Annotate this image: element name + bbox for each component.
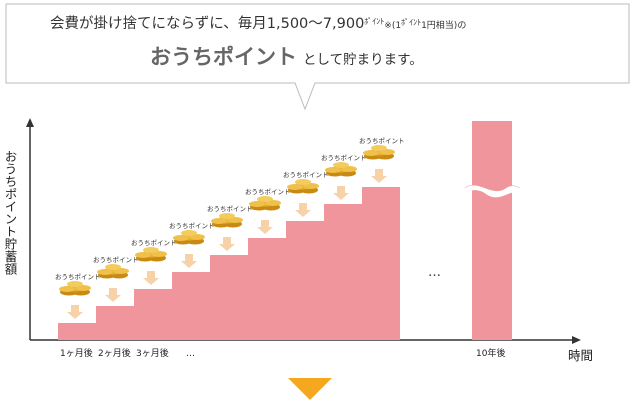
- coin-group: おうちポイント: [131, 239, 177, 285]
- brand-name: おうちポイント: [150, 45, 297, 69]
- coin-icon: [67, 281, 83, 287]
- coin-icon: [287, 184, 303, 190]
- coin-icon: [333, 162, 349, 168]
- x-tick-label: …: [186, 349, 195, 359]
- axis-break-mark: [465, 185, 520, 198]
- small-down-arrow-icon: [333, 186, 349, 200]
- coin-icon: [135, 252, 151, 258]
- down-arrow-icon: [288, 378, 332, 400]
- coins: おうちポイントおうちポイントおうちポイントおうちポイントおうちポイントおうちポイ…: [55, 137, 405, 319]
- callout-note-unit: ﾎﾟｲﾝﾄ: [401, 18, 421, 27]
- x-axis-label: 時間: [568, 348, 593, 363]
- y-axis-arrowhead: [26, 118, 34, 127]
- small-down-arrow-icon: [371, 169, 387, 183]
- x-tick-label: 2ヶ月後: [98, 347, 131, 359]
- coin-group: おうちポイント: [359, 137, 405, 183]
- final-bar-group: [464, 121, 521, 340]
- axis-break-edge-top: [464, 184, 521, 192]
- coin-label: おうちポイント: [321, 154, 367, 162]
- coin-label: おうちポイント: [131, 239, 177, 247]
- coin-icon: [105, 264, 121, 270]
- coin-label: おうちポイント: [245, 188, 291, 196]
- coin-icon: [143, 247, 159, 253]
- coin-group: おうちポイント: [245, 188, 291, 234]
- coin-icon: [325, 167, 341, 173]
- y-axis-label: おうちポイント貯蓄額: [3, 150, 18, 276]
- final-bar: [472, 121, 512, 340]
- callout-line2-suffix: として貯まります。: [303, 52, 423, 68]
- bar-step: [134, 289, 172, 340]
- coin-group: おうちポイント: [169, 222, 215, 268]
- small-down-arrow-icon: [67, 305, 83, 319]
- small-down-arrow-icon: [143, 271, 159, 285]
- coin-label: おうちポイント: [169, 222, 215, 230]
- coin-label: おうちポイント: [359, 137, 405, 145]
- callout-line2: おうちポイント として貯まります。: [150, 45, 423, 69]
- small-down-arrow-icon: [219, 237, 235, 251]
- coin-icon: [257, 196, 273, 202]
- coin-icon: [295, 179, 311, 185]
- x-tick-final: 10年後: [476, 347, 505, 359]
- callout-note: ※(1: [384, 21, 401, 31]
- callout-note-suffix: 1円相当)の: [421, 19, 466, 31]
- coin-group: おうちポイント: [283, 171, 329, 217]
- coin-group: おうちポイント: [55, 273, 101, 319]
- coin-label: おうちポイント: [55, 273, 101, 281]
- bar-step: [324, 204, 362, 340]
- coin-label: おうちポイント: [93, 256, 139, 264]
- x-tick-labels: 1ヶ月後 2ヶ月後 3ヶ月後 …: [60, 347, 195, 359]
- coin-icon: [249, 201, 265, 207]
- bar-step: [58, 323, 96, 340]
- coin-label: おうちポイント: [283, 171, 329, 179]
- small-down-arrow-icon: [295, 203, 311, 217]
- coin-group: おうちポイント: [321, 154, 367, 200]
- coin-label: おうちポイント: [207, 205, 253, 213]
- x-axis-arrowhead: [572, 336, 581, 344]
- callout-point-unit: ﾎﾟｲﾝﾄ: [364, 17, 384, 26]
- bar-step: [286, 221, 324, 340]
- coin-group: おうちポイント: [207, 205, 253, 251]
- x-tick-label: 1ヶ月後: [60, 347, 93, 359]
- bar-step: [248, 238, 286, 340]
- bar-step: [362, 187, 400, 340]
- coin-icon: [371, 145, 387, 151]
- bar-step: [96, 306, 134, 340]
- coin-icon: [97, 269, 113, 275]
- x-tick-label: 3ヶ月後: [136, 347, 169, 359]
- coin-icon: [219, 213, 235, 219]
- coin-icon: [211, 218, 227, 224]
- bar-step: [210, 255, 248, 340]
- coin-icon: [59, 286, 75, 292]
- coin-icon: [181, 230, 197, 236]
- callout-line1-prefix: 会費が掛け捨てにならずに、毎月1,500～7,900: [50, 14, 364, 32]
- coin-group: おうちポイント: [93, 256, 139, 302]
- callout-line1: 会費が掛け捨てにならずに、毎月1,500～7,900ﾎﾟｲﾝﾄ※(1ﾎﾟｲﾝﾄ1…: [50, 14, 466, 32]
- small-down-arrow-icon: [257, 220, 273, 234]
- coin-icon: [173, 235, 189, 241]
- bar-step: [172, 272, 210, 340]
- callout-bubble: 会費が掛け捨てにならずに、毎月1,500～7,900ﾎﾟｲﾝﾄ※(1ﾎﾟｲﾝﾄ1…: [5, 3, 630, 111]
- small-down-arrow-icon: [105, 288, 121, 302]
- mid-ellipsis: …: [428, 265, 441, 280]
- small-down-arrow-icon: [181, 254, 197, 268]
- coin-icon: [363, 150, 379, 156]
- bars: [58, 187, 400, 340]
- callout-box: [5, 3, 630, 111]
